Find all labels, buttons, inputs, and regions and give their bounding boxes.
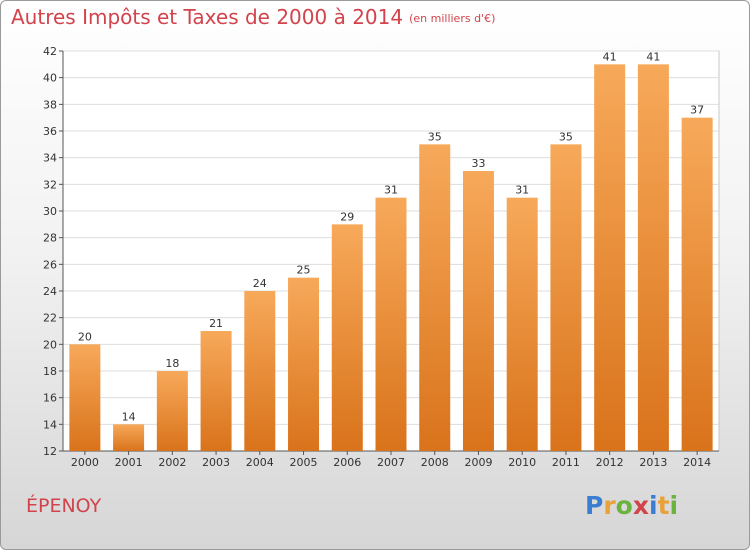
data-label: 41 [603, 50, 617, 63]
city-name: ÉPENOY [26, 495, 102, 517]
data-label: 35 [559, 130, 573, 143]
y-tick-label: 12 [43, 445, 57, 458]
chart-title-text: Autres Impôts et Taxes de 2000 à 2014 [11, 5, 404, 29]
data-label: 14 [122, 410, 136, 423]
data-label: 20 [78, 330, 92, 343]
x-tick-label: 2000 [71, 456, 99, 469]
logo-letter: i [649, 491, 658, 520]
chart-title: Autres Impôts et Taxes de 2000 à 2014 (en… [11, 5, 495, 29]
y-tick-label: 14 [43, 418, 57, 431]
x-tick-label: 2001 [115, 456, 143, 469]
x-tick-label: 2009 [464, 456, 492, 469]
bar [244, 291, 276, 451]
y-tick-label: 24 [43, 285, 57, 298]
y-tick-label: 18 [43, 365, 57, 378]
y-tick-label: 30 [43, 205, 57, 218]
proxiti-logo: Proxiti [585, 491, 678, 520]
x-tick-label: 2014 [683, 456, 711, 469]
x-tick-label: 2010 [508, 456, 536, 469]
y-tick-label: 28 [43, 232, 57, 245]
bar [681, 117, 713, 452]
y-tick-label: 40 [43, 72, 57, 85]
logo-letter: x [632, 491, 649, 520]
data-label: 24 [253, 277, 267, 290]
y-tick-label: 16 [43, 392, 57, 405]
bar [200, 331, 232, 451]
bar [506, 197, 538, 451]
y-tick-label: 20 [43, 338, 57, 351]
y-tick-label: 42 [43, 45, 57, 58]
bar [637, 64, 669, 452]
logo-letter: P [585, 491, 604, 520]
bar [331, 224, 363, 451]
bar [156, 371, 188, 451]
data-label: 37 [690, 104, 704, 117]
x-tick-label: 2006 [333, 456, 361, 469]
x-tick-label: 2003 [202, 456, 230, 469]
data-label: 31 [384, 184, 398, 197]
bar [69, 344, 101, 451]
y-tick-label: 26 [43, 258, 57, 271]
y-tick-label: 38 [43, 98, 57, 111]
y-tick-label: 34 [43, 152, 57, 165]
logo-letter: r [603, 491, 616, 520]
logo-letter: i [669, 491, 679, 520]
x-tick-label: 2008 [421, 456, 449, 469]
logo-letter: o [615, 491, 633, 520]
x-tick-label: 2002 [158, 456, 186, 469]
bar [462, 171, 494, 451]
bar [375, 197, 407, 451]
data-label: 29 [340, 210, 354, 223]
x-tick-label: 2013 [639, 456, 667, 469]
x-tick-label: 2007 [377, 456, 405, 469]
data-label: 35 [428, 130, 442, 143]
data-label: 41 [646, 50, 660, 63]
bar [550, 144, 582, 452]
x-tick-label: 2004 [246, 456, 274, 469]
data-label: 18 [165, 357, 179, 370]
bar [419, 144, 451, 452]
y-tick-label: 36 [43, 125, 57, 138]
y-tick-label: 32 [43, 178, 57, 191]
unit-label: (en milliers d'€) [409, 12, 496, 25]
x-tick-label: 2012 [596, 456, 624, 469]
x-tick-label: 2011 [552, 456, 580, 469]
x-tick-label: 2005 [290, 456, 318, 469]
bar [113, 424, 145, 451]
data-label: 25 [297, 264, 311, 277]
data-label: 21 [209, 317, 223, 330]
bar [288, 277, 320, 451]
y-tick-label: 22 [43, 312, 57, 325]
logo-letter: t [657, 491, 670, 520]
data-label: 31 [515, 184, 529, 197]
data-label: 33 [471, 157, 485, 170]
bar [594, 64, 626, 452]
